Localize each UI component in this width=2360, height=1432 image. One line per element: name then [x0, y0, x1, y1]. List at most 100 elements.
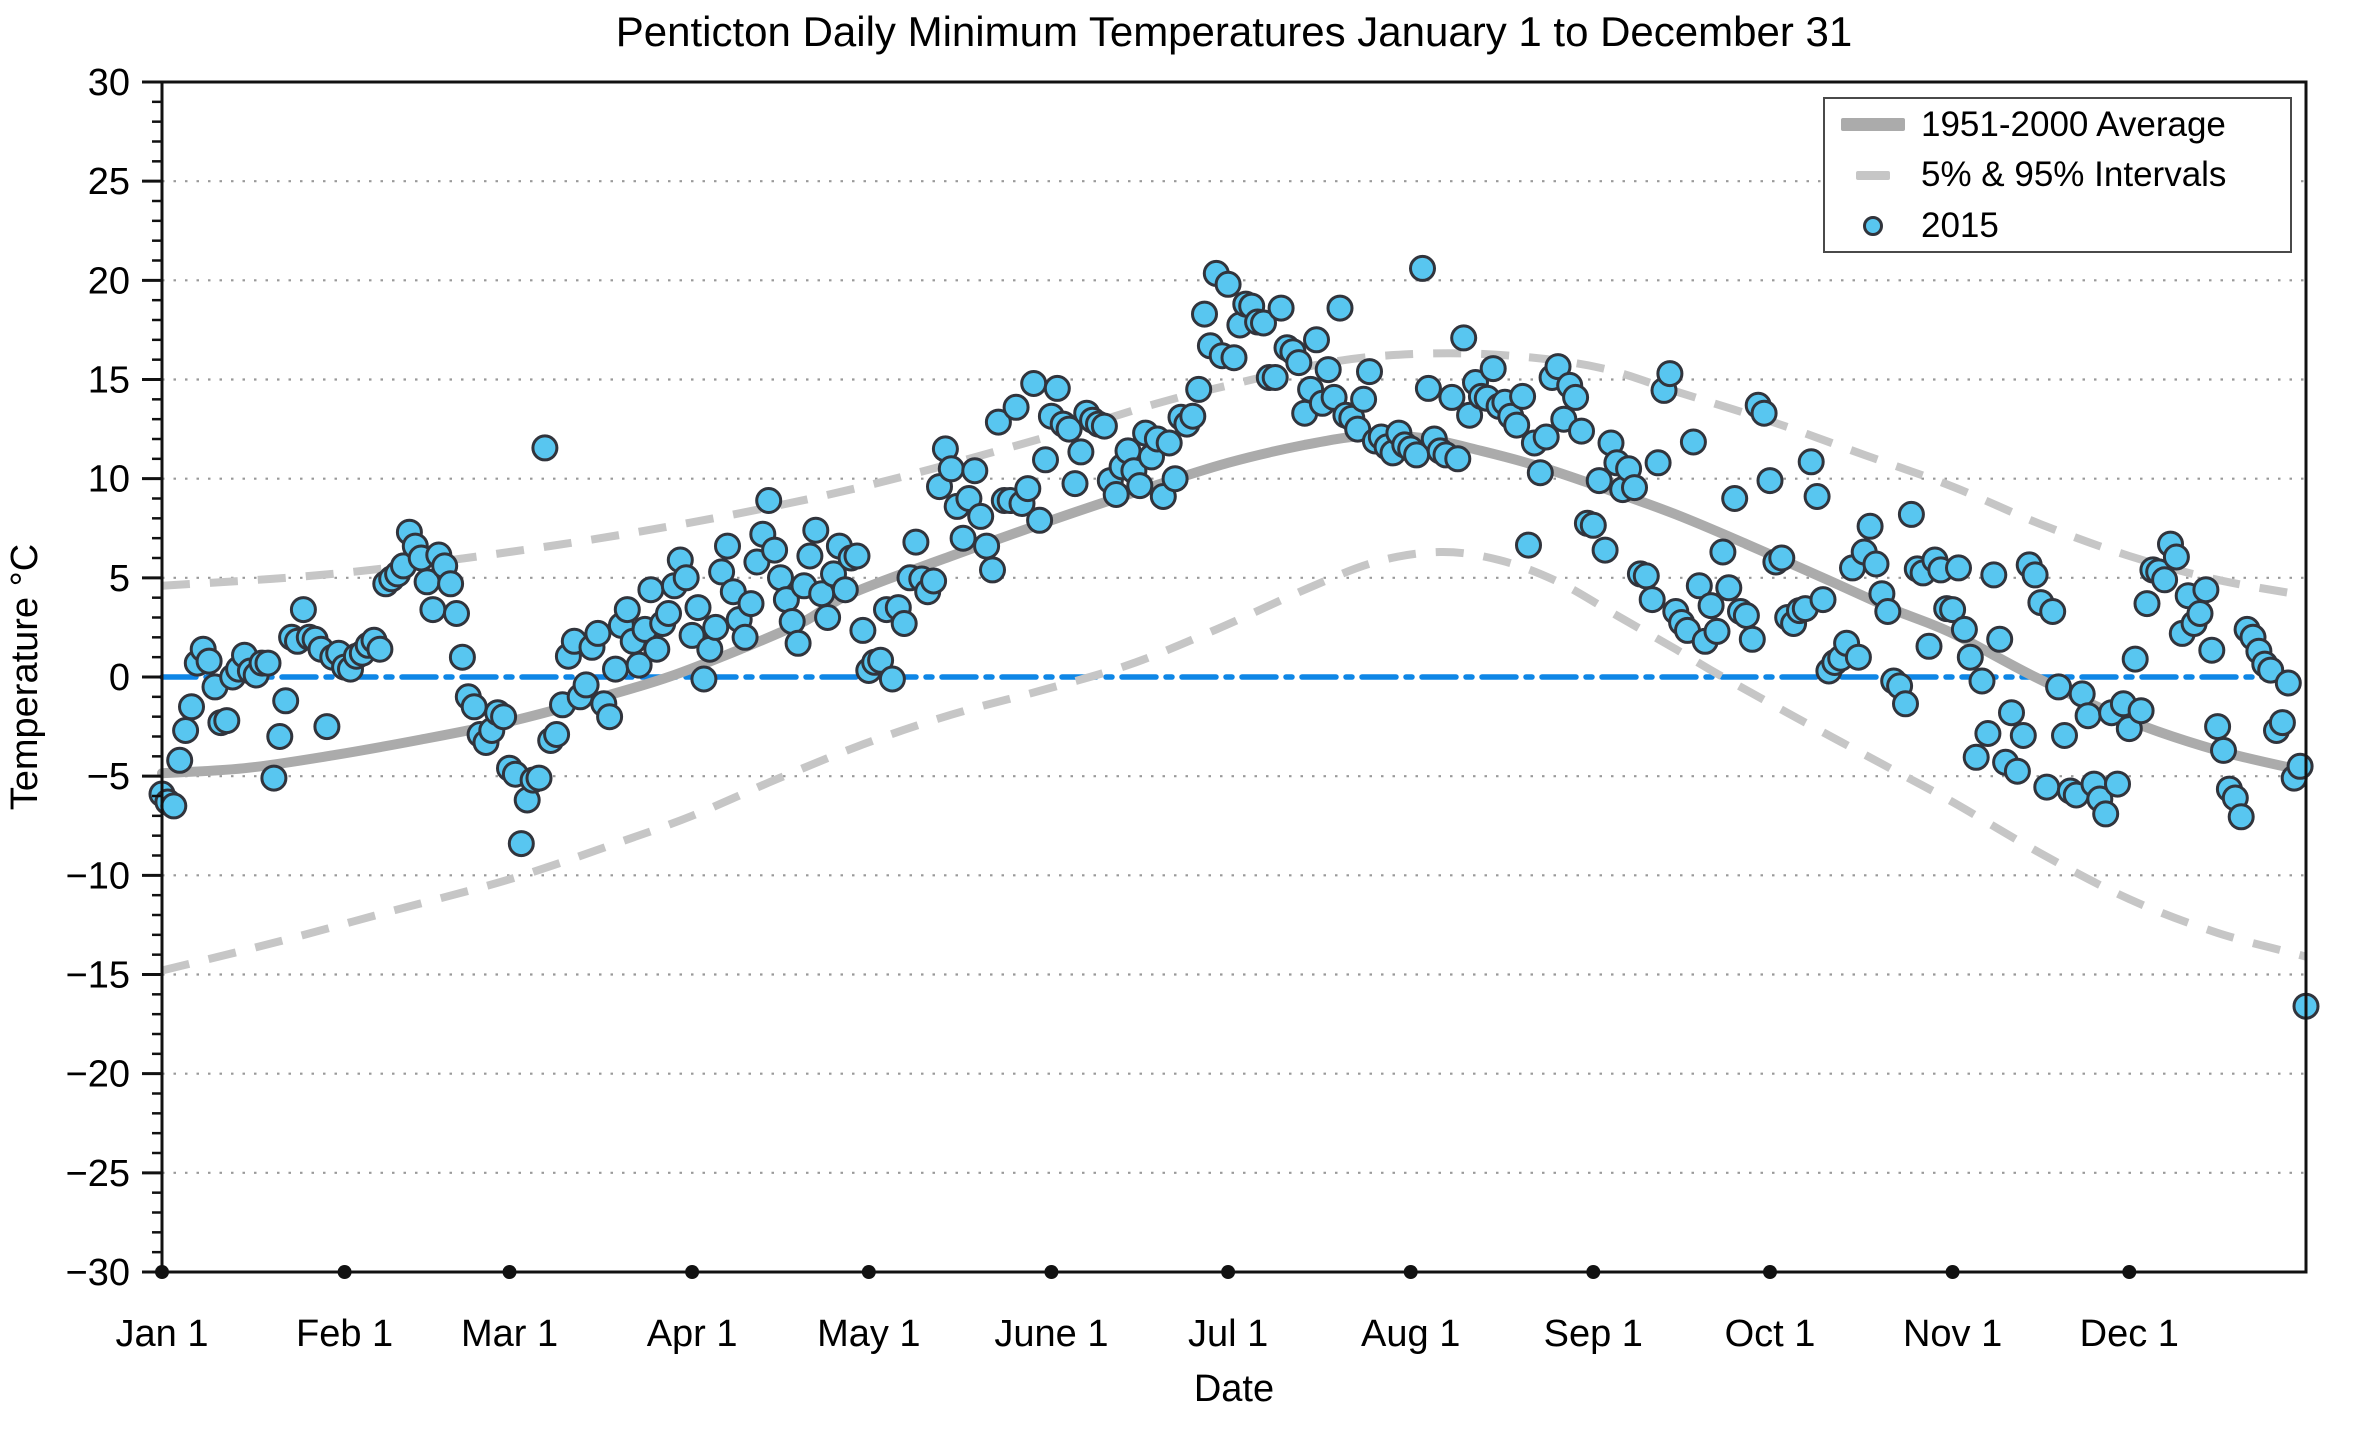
- data-point: [2074, 702, 2102, 730]
- data-point: [1055, 415, 1083, 443]
- data-point: [784, 629, 812, 657]
- data-point: [1892, 690, 1919, 718]
- data-point: [160, 792, 188, 820]
- data-point: [731, 623, 759, 651]
- data-point: [1179, 402, 1207, 430]
- y-tick-label: 30: [88, 62, 130, 104]
- data-point: [2003, 757, 2031, 785]
- data-point: [1721, 485, 1749, 512]
- data-point: [1974, 720, 2002, 747]
- data-point: [1314, 356, 1342, 384]
- data-point: [1703, 617, 1731, 645]
- data-point: [602, 655, 629, 683]
- data-point: [867, 646, 895, 674]
- data-point: [2033, 773, 2061, 801]
- data-point: [1738, 625, 1766, 653]
- data-point: [596, 703, 624, 731]
- average-curve: [157, 430, 2311, 779]
- data-point: [1621, 474, 1648, 502]
- data-point: [761, 536, 789, 564]
- data-point: [1956, 643, 1984, 671]
- legend-label: 1951-2000 Average: [1921, 104, 2226, 144]
- data-point: [1856, 512, 1884, 540]
- x-month-dot: [155, 1265, 169, 1279]
- chart-title: Penticton Daily Minimum Temperatures Jan…: [615, 8, 1853, 55]
- data-point: [289, 596, 317, 624]
- y-tick-label: 15: [88, 360, 130, 402]
- legend-item-intervals: 5% & 95% Intervals: [1825, 150, 2290, 200]
- y-tick-label: −10: [66, 855, 130, 897]
- y-tick-label: −20: [66, 1054, 130, 1096]
- data-point: [708, 558, 736, 586]
- data-point: [2274, 669, 2302, 697]
- x-month-dot: [1945, 1265, 1960, 1279]
- y-tick-label: −5: [87, 756, 130, 798]
- x-tick-label: Oct 1: [1725, 1313, 1816, 1355]
- data-point: [1185, 375, 1213, 403]
- x-month-dot: [1221, 1265, 1236, 1279]
- interval-5-curve: [161, 547, 2308, 975]
- data-point: [1709, 538, 1737, 566]
- data-point: [1797, 448, 1825, 476]
- data-point: [543, 721, 571, 748]
- legend-item-2015: 2015: [1825, 201, 2290, 251]
- data-point: [2210, 736, 2237, 764]
- data-point: [525, 764, 553, 792]
- data-point: [1267, 294, 1295, 322]
- x-month-dot: [1586, 1265, 1601, 1279]
- data-point: [961, 457, 989, 485]
- x-tick-label: Dec 1: [2080, 1313, 2179, 1355]
- data-point: [1479, 355, 1507, 383]
- data-point: [2104, 770, 2131, 798]
- data-point: [266, 723, 294, 750]
- data-point: [1450, 324, 1478, 352]
- data-point: [831, 576, 859, 604]
- data-point: [702, 613, 730, 641]
- data-point: [2151, 566, 2179, 594]
- data-point: [1061, 470, 1089, 498]
- data-point: [2204, 713, 2232, 741]
- data-point: [1697, 592, 1725, 620]
- data-point: [1732, 602, 1760, 629]
- legend-item-average: 1951-2000 Average: [1825, 100, 2290, 150]
- data-point: [1756, 467, 1784, 495]
- data-point: [1568, 417, 1595, 445]
- data-point: [2162, 543, 2190, 571]
- data-point: [1014, 475, 1042, 503]
- x-tick-label: Mar 1: [461, 1313, 558, 1355]
- data-point: [802, 516, 830, 544]
- thick-line-swatch-icon: [1825, 118, 1921, 131]
- data-point: [2198, 636, 2226, 664]
- data-point: [1945, 554, 1972, 582]
- data-point: [1220, 344, 1248, 372]
- x-tick-label: Nov 1: [1903, 1313, 2002, 1355]
- dot-swatch-icon: [1825, 215, 1921, 236]
- data-point: [1897, 500, 1925, 528]
- data-point: [1191, 300, 1218, 328]
- data-point: [2068, 680, 2096, 708]
- data-point: [2045, 673, 2073, 701]
- data-point: [967, 502, 995, 530]
- data-point: [890, 610, 918, 637]
- data-point: [1579, 511, 1607, 539]
- data-point: [2039, 598, 2067, 625]
- x-tick-label: Jan 1: [116, 1313, 209, 1355]
- data-point: [714, 532, 741, 560]
- data-point: [2009, 722, 2037, 749]
- y-axis-title: Temperature °C: [4, 543, 46, 811]
- data-point: [1585, 467, 1613, 495]
- data-point: [672, 564, 700, 592]
- data-point: [984, 408, 1012, 436]
- x-tick-label: May 1: [817, 1313, 920, 1355]
- data-point: [1532, 423, 1560, 451]
- data-point: [1544, 353, 1572, 381]
- data-point: [437, 570, 465, 598]
- x-axis-title: Date: [1193, 1368, 1275, 1410]
- x-month-dot: [337, 1265, 352, 1279]
- data-point: [2121, 645, 2149, 673]
- data-point: [1509, 382, 1537, 410]
- data-point: [1939, 596, 1967, 624]
- data-point: [1161, 465, 1189, 493]
- x-tick-label: Sep 1: [1544, 1313, 1643, 1355]
